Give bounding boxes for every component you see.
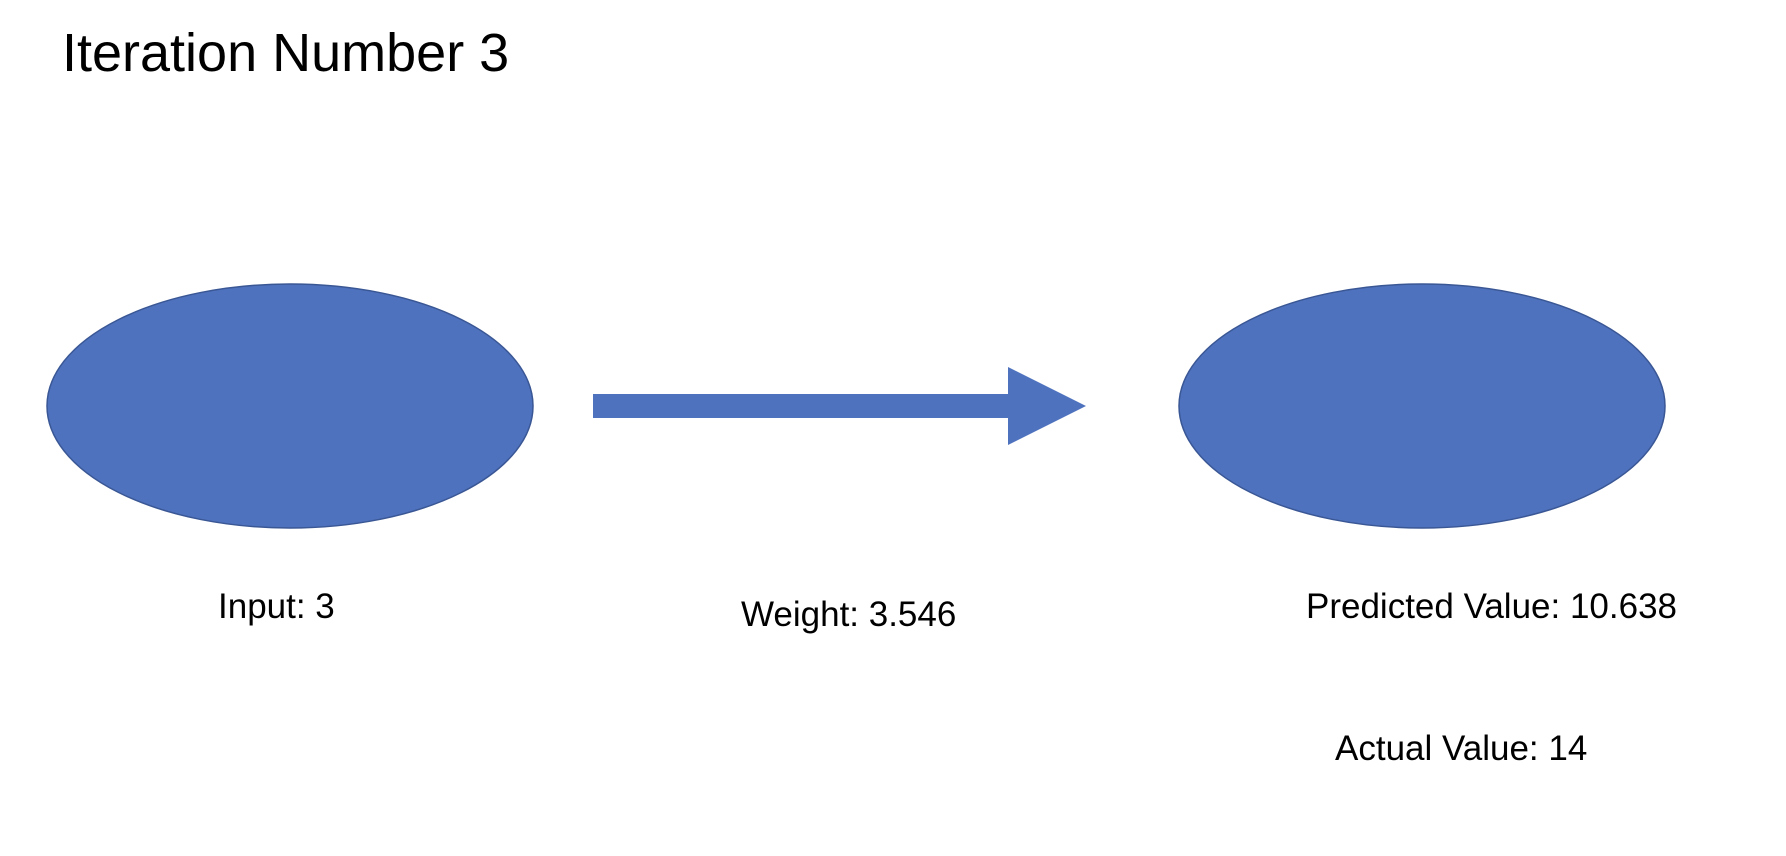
weight-label: Weight: 3.546 <box>741 595 957 634</box>
predicted-value-label: Predicted Value: 10.638 <box>1306 587 1678 626</box>
input-node <box>46 283 534 529</box>
output-node <box>1178 283 1666 529</box>
slide-title: Iteration Number 3 <box>62 23 510 83</box>
actual-value-label: Actual Value: 14 <box>1335 729 1588 768</box>
input-label: Input: 3 <box>218 587 335 626</box>
weight-arrow <box>593 367 1086 445</box>
